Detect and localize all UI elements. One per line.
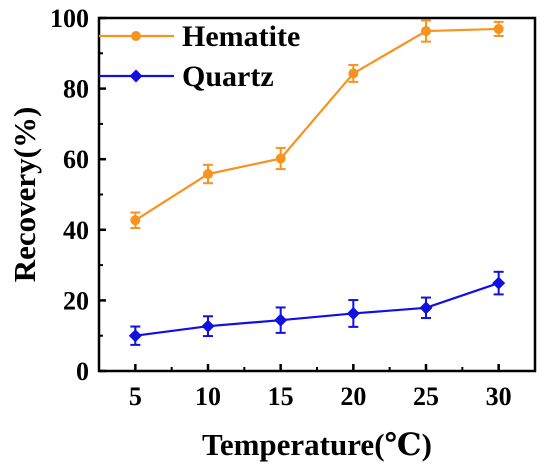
quartz-line — [135, 282, 500, 337]
legend-item-quartz: Quartz — [99, 60, 274, 93]
legend-marker-quartz — [129, 69, 143, 83]
hematite-point — [348, 68, 359, 79]
hematite-point — [203, 169, 213, 180]
x-tick-label: 30 — [486, 382, 512, 411]
series-layer — [128, 19, 506, 346]
x-tick-label: 5 — [129, 382, 142, 411]
y-axis-title: Recovery(%) — [7, 107, 42, 283]
hematite-series — [130, 19, 504, 230]
y-tick-label: 80 — [63, 75, 89, 104]
legend-item-hematite: Hematite — [99, 20, 300, 53]
y-tick-label: 60 — [63, 145, 89, 174]
quartz-point — [492, 276, 506, 290]
y-tick-label: 20 — [63, 286, 89, 315]
quartz-point — [128, 329, 142, 343]
plot-area-frame — [97, 16, 537, 373]
x-tick-label: 25 — [413, 382, 439, 411]
legend-marker-hematite — [131, 31, 141, 41]
x-tick-label: 15 — [268, 382, 294, 411]
x-tick-label: 10 — [195, 382, 221, 411]
quartz-point — [274, 313, 288, 327]
hematite-point — [130, 215, 141, 226]
y-tick-label: 100 — [50, 4, 89, 33]
hematite-line — [134, 27, 499, 222]
quartz-point — [201, 319, 215, 333]
hematite-point — [493, 23, 504, 34]
x-axis-title: Temperature(℃) — [202, 427, 432, 462]
legend-label-quartz: Quartz — [182, 60, 274, 93]
legend-label-hematite: Hematite — [182, 20, 300, 53]
ticks-layer: 0 20 40 60 80 100 5 10 15 20 25 30 — [50, 4, 512, 411]
quartz-point — [419, 301, 433, 315]
hematite-point — [421, 26, 431, 37]
quartz-point — [346, 306, 360, 320]
y-tick-label: 40 — [63, 216, 89, 245]
y-tick-label: 0 — [76, 357, 89, 386]
quartz-series — [128, 270, 506, 346]
legend: Hematite Quartz — [99, 20, 300, 93]
x-tick-label: 20 — [340, 382, 366, 411]
hematite-point — [275, 153, 286, 164]
